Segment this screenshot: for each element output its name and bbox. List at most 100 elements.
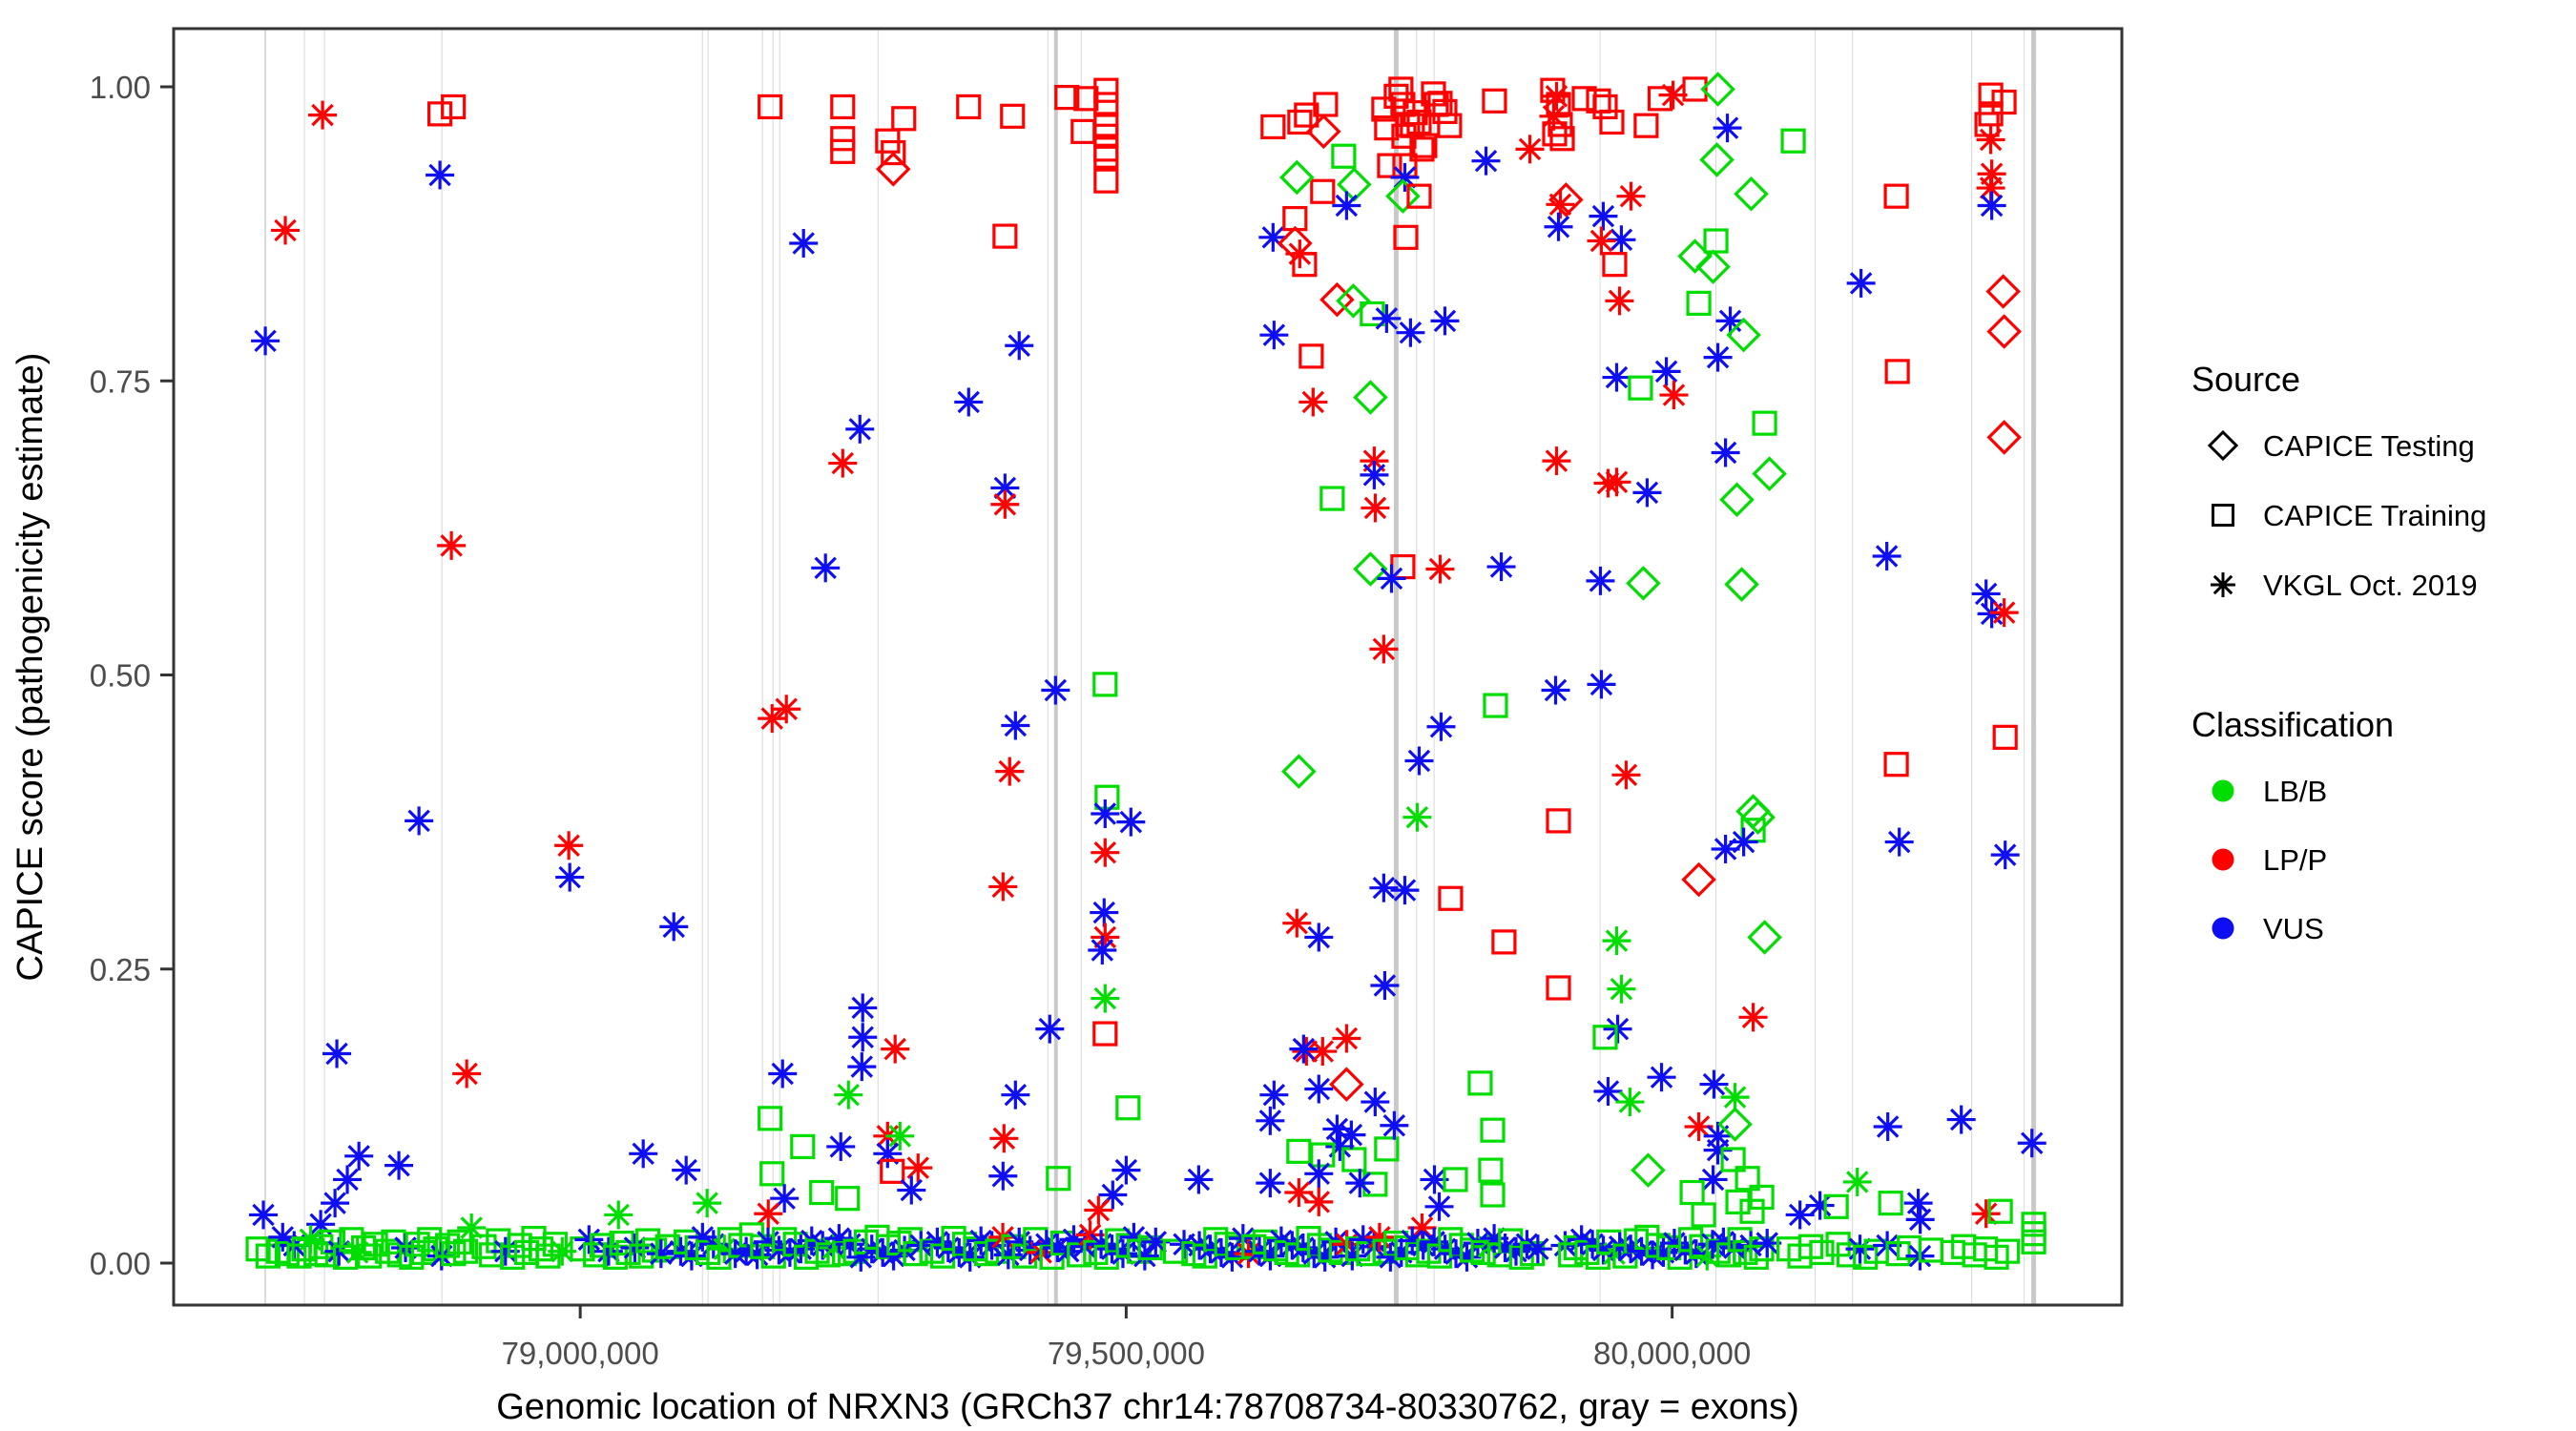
point-asterisk-vkgl	[555, 862, 585, 892]
point-diamond-capice-testing	[1681, 861, 1716, 898]
point-asterisk-vkgl	[1345, 1169, 1375, 1198]
classification-dot-icon	[2212, 848, 2234, 871]
point-asterisk-vkgl	[1035, 1014, 1065, 1044]
point-asterisk-vkgl	[321, 1189, 350, 1218]
point-asterisk-vkgl	[754, 1199, 783, 1229]
point-asterisk-vkgl	[1111, 1155, 1141, 1185]
point-asterisk-vkgl	[1615, 1088, 1645, 1117]
point-asterisk-vkgl	[1091, 838, 1120, 867]
point-square-capice-training	[1093, 77, 1119, 103]
point-asterisk-vkgl	[1593, 1076, 1623, 1106]
asterisk-icon	[2211, 572, 2235, 597]
point-asterisk-vkgl	[873, 1139, 903, 1169]
point-asterisk-vkgl	[990, 489, 1020, 519]
point-asterisk-vkgl	[1658, 80, 1688, 110]
point-square-capice-training	[1549, 126, 1575, 152]
point-asterisk-vkgl	[2017, 1129, 2046, 1158]
point-asterisk-vkgl	[1589, 201, 1618, 231]
point-asterisk-vkgl	[1544, 212, 1573, 241]
point-diamond-capice-testing	[1726, 317, 1761, 353]
point-asterisk-vkgl	[333, 1165, 363, 1194]
point-asterisk-vkgl	[834, 1080, 863, 1110]
point-asterisk-vkgl	[1647, 1063, 1676, 1092]
point-square-capice-training	[629, 1243, 654, 1269]
point-asterisk-vkgl	[1424, 1192, 1454, 1221]
point-square-capice-training	[1310, 1142, 1336, 1168]
point-asterisk-vkgl	[1361, 493, 1390, 523]
point-asterisk-vkgl	[1884, 827, 1914, 857]
point-square-capice-training	[1298, 343, 1324, 369]
point-asterisk-vkgl	[1041, 675, 1070, 705]
point-diamond-capice-testing	[1699, 142, 1735, 177]
point-asterisk-vkgl	[1259, 321, 1289, 350]
point-asterisk-vkgl	[1430, 306, 1460, 336]
point-asterisk-vkgl	[452, 1059, 482, 1089]
point-square-capice-training	[2021, 1229, 2046, 1255]
y-tick-label: 0.00	[90, 1246, 151, 1281]
point-asterisk-vkgl	[1976, 125, 2005, 155]
point-asterisk-vkgl	[1602, 467, 1631, 497]
point-diamond-capice-testing	[1353, 380, 1388, 415]
point-asterisk-vkgl	[904, 1153, 933, 1183]
point-square-capice-training	[1809, 1239, 1835, 1266]
point-asterisk-vkgl	[1486, 552, 1516, 582]
point-square-capice-training	[1978, 82, 2004, 108]
point-asterisk-vkgl	[1088, 936, 1117, 965]
point-asterisk-vkgl	[988, 1161, 1018, 1191]
point-square-capice-training	[830, 93, 856, 120]
point-asterisk-vkgl	[659, 912, 689, 942]
point-square-capice-training	[1592, 93, 1618, 120]
point-asterisk-vkgl	[1001, 1080, 1030, 1110]
point-asterisk-vkgl	[646, 1239, 675, 1269]
point-asterisk-vkgl	[1715, 306, 1745, 336]
point-square-capice-training	[1739, 1198, 1765, 1224]
point-asterisk-vkgl	[1304, 1187, 1334, 1216]
point-asterisk-vkgl	[672, 1155, 701, 1185]
point-asterisk-vkgl	[1005, 331, 1034, 361]
point-asterisk-vkgl	[1332, 1024, 1361, 1053]
point-asterisk-vkgl	[1372, 303, 1402, 333]
point-square-capice-training	[1092, 1021, 1118, 1047]
point-square-capice-training	[1432, 98, 1458, 124]
point-diamond-capice-testing	[1752, 456, 1787, 491]
point-asterisk-vkgl	[1711, 438, 1740, 467]
point-diamond-capice-testing	[1986, 314, 2022, 349]
point-asterisk-vkgl	[1304, 923, 1334, 952]
point-square-capice-training	[1406, 109, 1432, 135]
point-square-capice-training	[1438, 885, 1464, 911]
point-asterisk-vkgl	[1390, 876, 1420, 905]
point-asterisk-vkgl	[828, 448, 858, 478]
point-asterisk-vkgl	[1332, 191, 1361, 220]
point-diamond-capice-testing	[1677, 238, 1713, 274]
point-square-capice-training	[1406, 183, 1432, 209]
point-square-capice-training	[1780, 128, 1806, 154]
point-diamond-capice-testing	[876, 152, 911, 187]
point-asterisk-vkgl	[1402, 802, 1432, 832]
point-square-capice-training	[320, 1229, 346, 1255]
point-asterisk-vkgl	[1256, 1169, 1285, 1198]
classification-dot-icon	[2212, 779, 2234, 802]
point-asterisk-vkgl	[1380, 1110, 1409, 1140]
point-square-capice-training	[1491, 929, 1517, 955]
point-diamond-capice-testing	[1724, 567, 1759, 602]
point-square-capice-training	[1341, 1147, 1367, 1172]
point-diamond-capice-testing	[1319, 281, 1355, 318]
point-square-capice-training	[1412, 133, 1438, 158]
point-square-capice-training	[1546, 975, 1571, 1001]
point-asterisk-vkgl	[989, 1124, 1019, 1153]
point-asterisk-vkgl	[574, 1225, 604, 1255]
point-asterisk-vkgl	[604, 1200, 634, 1230]
point-asterisk-vkgl	[384, 1151, 414, 1180]
point-diamond-capice-testing	[1306, 114, 1341, 150]
point-asterisk-vkgl	[1404, 746, 1434, 776]
point-asterisk-vkgl	[1602, 926, 1631, 956]
point-asterisk-vkgl	[826, 1131, 856, 1161]
point-square-capice-training	[1720, 1147, 1746, 1172]
point-square-capice-training	[1383, 83, 1409, 109]
point-asterisk-vkgl	[1515, 135, 1545, 164]
point-asterisk-vkgl	[306, 1210, 336, 1239]
point-diamond-capice-testing	[1700, 72, 1735, 107]
point-asterisk-vkgl	[693, 1189, 722, 1218]
